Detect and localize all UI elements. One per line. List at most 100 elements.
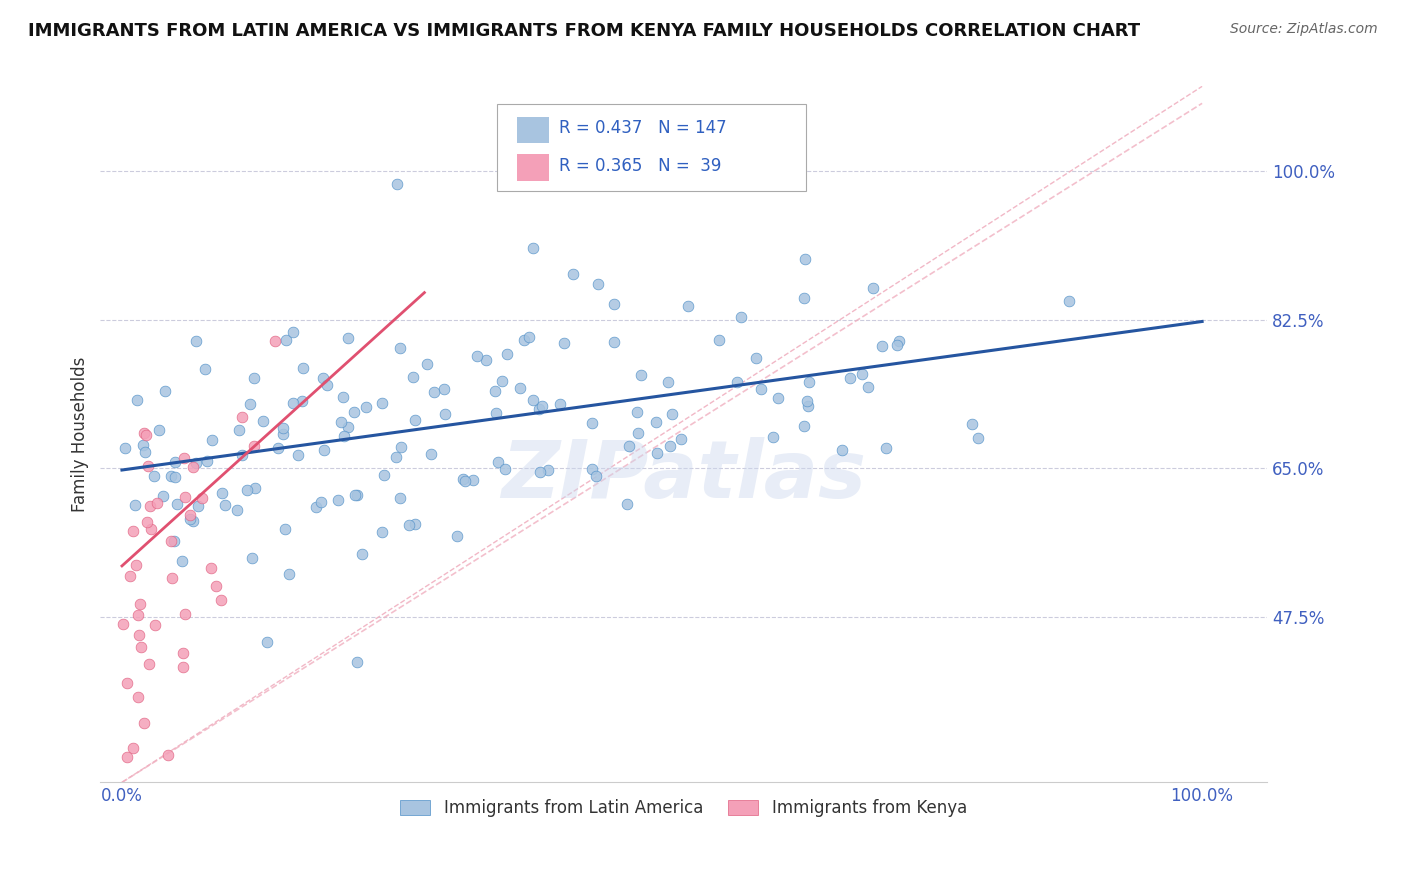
Point [336,420,359,434]
Point [332,391,354,405]
Point [117,750,139,764]
Point [962,417,984,432]
Point [209,592,232,607]
Point [422,385,444,400]
Point [121,741,143,756]
Point [136,515,159,529]
Point [243,439,266,453]
Point [122,524,145,539]
Point [127,690,149,705]
Point [527,402,550,417]
Point [415,357,437,371]
Point [645,446,668,460]
Point [644,415,666,429]
Point [793,419,815,434]
Point [967,431,990,445]
Point [139,522,162,536]
Point [129,598,152,612]
Point [274,333,297,347]
Point [522,241,544,255]
Point [194,362,217,376]
Point [166,497,188,511]
Point [388,491,411,506]
Point [231,448,253,462]
Point [186,456,208,470]
Point [522,392,544,407]
Text: R = 0.437   N = 147: R = 0.437 N = 147 [558,119,727,137]
Point [148,424,170,438]
Point [136,458,159,473]
Point [856,380,879,394]
Text: R = 0.365   N =  39: R = 0.365 N = 39 [558,157,721,175]
Point [243,481,266,495]
Point [211,485,233,500]
Point [404,516,426,531]
Point [228,423,250,437]
Point [531,399,554,413]
Point [115,676,138,690]
Point [796,399,818,413]
Legend: Immigrants from Latin America, Immigrants from Kenya: Immigrants from Latin America, Immigrant… [394,793,973,824]
Point [603,334,626,349]
Point [870,339,893,353]
Point [831,443,853,458]
Point [529,465,551,479]
Point [346,655,368,669]
Point [287,448,309,462]
Text: Source: ZipAtlas.com: Source: ZipAtlas.com [1230,22,1378,37]
Point [475,353,498,368]
Point [132,715,155,730]
Point [172,646,194,660]
Point [181,514,204,528]
Text: IMMIGRANTS FROM LATIN AMERICA VS IMMIGRANTS FROM KENYA FAMILY HOUSEHOLDS CORRELA: IMMIGRANTS FROM LATIN AMERICA VS IMMIGRA… [28,22,1140,40]
Point [326,492,349,507]
Point [200,433,222,447]
Y-axis label: Family Households: Family Households [72,357,89,512]
Point [195,454,218,468]
Point [187,500,209,514]
Point [616,497,638,511]
Point [159,469,181,483]
Point [243,370,266,384]
Point [191,491,214,506]
Point [627,425,650,440]
Point [165,469,187,483]
Point [312,442,335,457]
Point [252,414,274,428]
Point [292,360,315,375]
Point [749,382,772,396]
Point [214,498,236,512]
Point [433,382,456,396]
Point [240,551,263,566]
Point [485,406,508,420]
Point [336,331,359,345]
Point [581,417,603,431]
Point [496,346,519,360]
Point [484,384,506,398]
Point [886,338,908,352]
Point [170,554,193,568]
Point [124,498,146,512]
Point [152,489,174,503]
Point [225,503,247,517]
Point [446,529,468,543]
Point [661,408,683,422]
Point [138,657,160,671]
Point [581,462,603,476]
Point [179,508,201,523]
FancyBboxPatch shape [496,103,806,191]
Point [143,617,166,632]
Point [142,469,165,483]
Point [343,405,366,419]
Point [205,579,228,593]
Point [354,401,377,415]
Point [125,393,148,408]
Point [271,426,294,441]
Point [887,334,910,348]
Point [793,252,815,266]
Point [160,534,183,549]
Point [309,495,332,509]
Point [132,425,155,440]
Point [465,349,488,363]
Bar [517,117,550,144]
